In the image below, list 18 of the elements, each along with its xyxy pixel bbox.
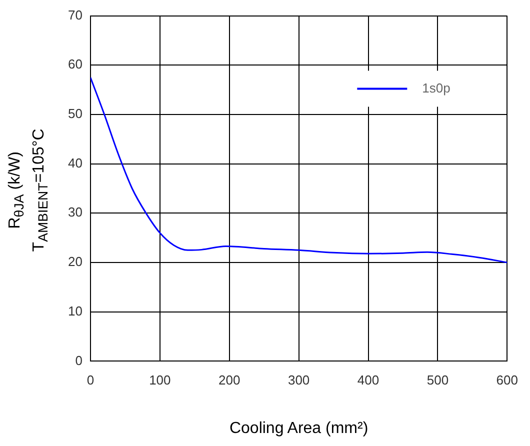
x-tick-label: 300 [288,372,310,388]
y-tick-label: 70 [68,7,82,22]
x-tick-label: 200 [218,372,240,388]
y-tick-label: 60 [68,56,82,72]
line-series [90,76,508,264]
y-tick-label: 50 [68,106,82,122]
y-tick-label: 30 [68,204,82,220]
x-tick-label: 0 [86,372,94,388]
legend-label: 1s0p [422,80,450,96]
x-tick-label: 500 [426,372,449,388]
y-tick-label: 20 [68,254,82,270]
y-tick-label: 40 [68,155,82,170]
x-axis-title: Cooling Area (mm²) [229,420,368,437]
y-tick-label: 0 [75,352,82,368]
x-tick-label: 100 [149,372,171,388]
x-tick-label: 400 [357,372,380,388]
x-tick-label: 600 [496,372,518,388]
y-tick-label: 10 [68,303,82,318]
